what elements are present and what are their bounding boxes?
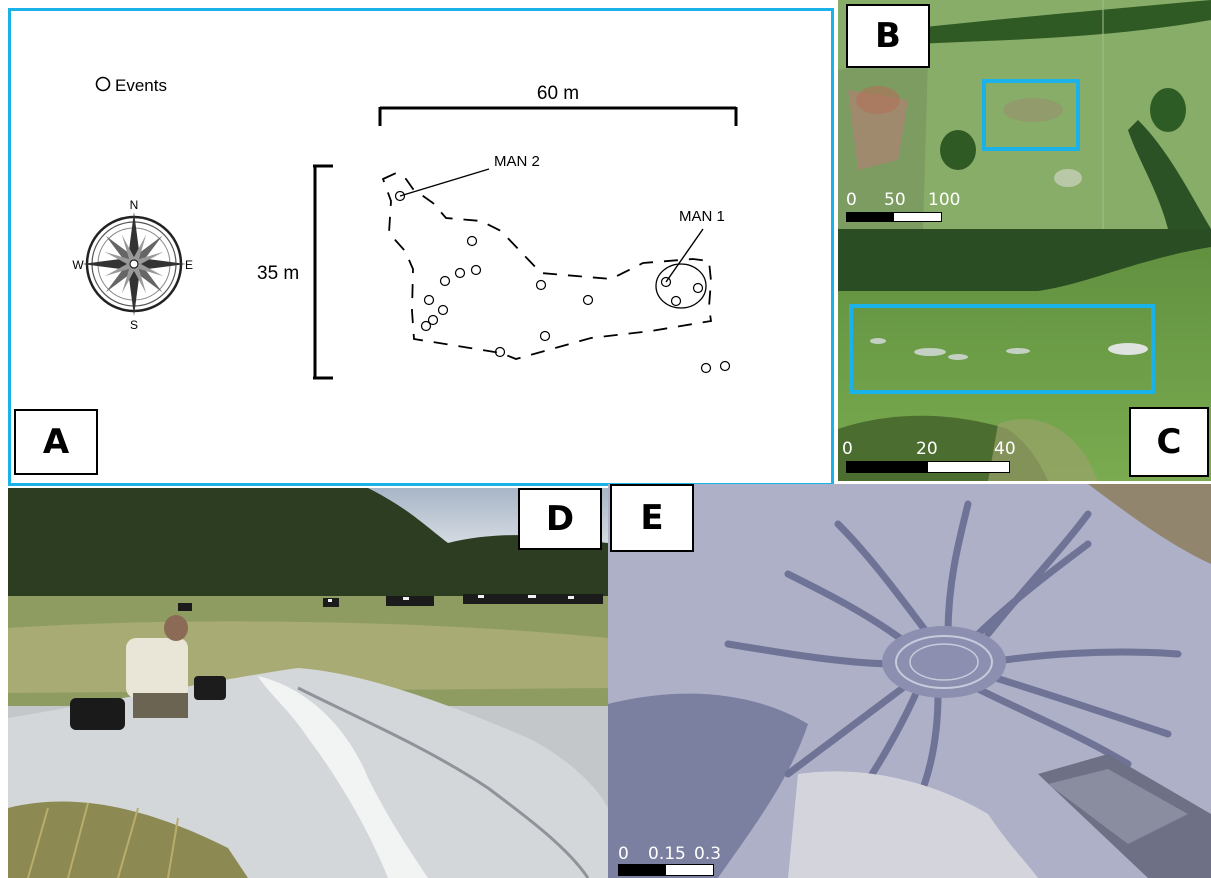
closeup-photo [608, 484, 1211, 878]
panel-c-highlight-box [849, 304, 1155, 394]
event-marker [692, 282, 704, 294]
event-marker [660, 276, 672, 288]
compass-rose-icon [82, 212, 186, 316]
oblique-photo [838, 229, 1211, 481]
man1-leader [665, 228, 704, 283]
panel-e-closeup-photo: E 0 0.15 0.3 [608, 484, 1211, 878]
event-marker [670, 295, 682, 307]
panel-a: Events 60 m 35 m [8, 8, 834, 486]
panel-e-label: E [610, 484, 694, 552]
event-marker [394, 190, 406, 202]
panel-a-label: A [14, 409, 98, 475]
width-scale-label: 60 m [537, 83, 579, 104]
event-marker [466, 235, 478, 247]
event-marker [420, 320, 432, 332]
field-photo [8, 488, 608, 878]
compass-e: E [185, 258, 193, 272]
panel-b-highlight-box [982, 79, 1080, 151]
site-boundary [381, 171, 713, 360]
event-marker [454, 267, 466, 279]
panel-c-scale-40: 40 [994, 439, 1016, 459]
event-marker [539, 330, 551, 342]
legend-label: Events [115, 76, 167, 95]
compass-w: W [72, 258, 84, 272]
height-scale-bar [313, 164, 333, 380]
site-map: Events 60 m 35 m [72, 76, 738, 380]
panel-b-scale-50: 50 [884, 190, 906, 210]
compass-s: S [130, 318, 138, 332]
man1-label: MAN 1 [679, 208, 725, 225]
man2-leader [399, 168, 490, 197]
compass-n: N [130, 198, 139, 212]
panel-b-aerial-photo: B 0 50 100 [838, 0, 1211, 229]
panel-b-scale-bar [846, 212, 942, 222]
width-scale-bar [378, 106, 738, 126]
event-marker [535, 279, 547, 291]
panel-c-scale-0: 0 [842, 439, 853, 459]
panel-c-scale-bar [846, 461, 1010, 473]
man2-label: MAN 2 [494, 153, 540, 170]
event-marker [427, 314, 439, 326]
panel-d-label: D [518, 488, 602, 550]
event-marker [494, 346, 506, 358]
panel-b-scale-0: 0 [846, 190, 857, 210]
event-marker [582, 294, 594, 306]
event-marker [423, 294, 435, 306]
panel-b-scale-100: 100 [928, 190, 961, 210]
event-marker [437, 304, 449, 316]
panel-e-scale-015: 0.15 [648, 844, 686, 864]
man1-ellipse [655, 263, 707, 309]
event-markers [394, 190, 731, 374]
panel-c-label: C [1129, 407, 1209, 477]
panel-e-scale-bar [618, 864, 714, 876]
event-marker [470, 264, 482, 276]
panel-c-oblique-photo: C 0 20 40 [838, 229, 1211, 481]
event-marker [439, 275, 451, 287]
panel-e-scale-0: 0 [618, 844, 629, 864]
panel-b-label: B [846, 4, 930, 68]
panel-e-scale-03: 0.3 [694, 844, 722, 864]
event-marker [719, 360, 731, 372]
panel-c-scale-20: 20 [916, 439, 938, 459]
height-scale-label: 35 m [257, 263, 299, 284]
panel-d-field-photo: D [8, 488, 608, 878]
event-marker [700, 362, 712, 374]
legend-event-marker [95, 76, 111, 92]
